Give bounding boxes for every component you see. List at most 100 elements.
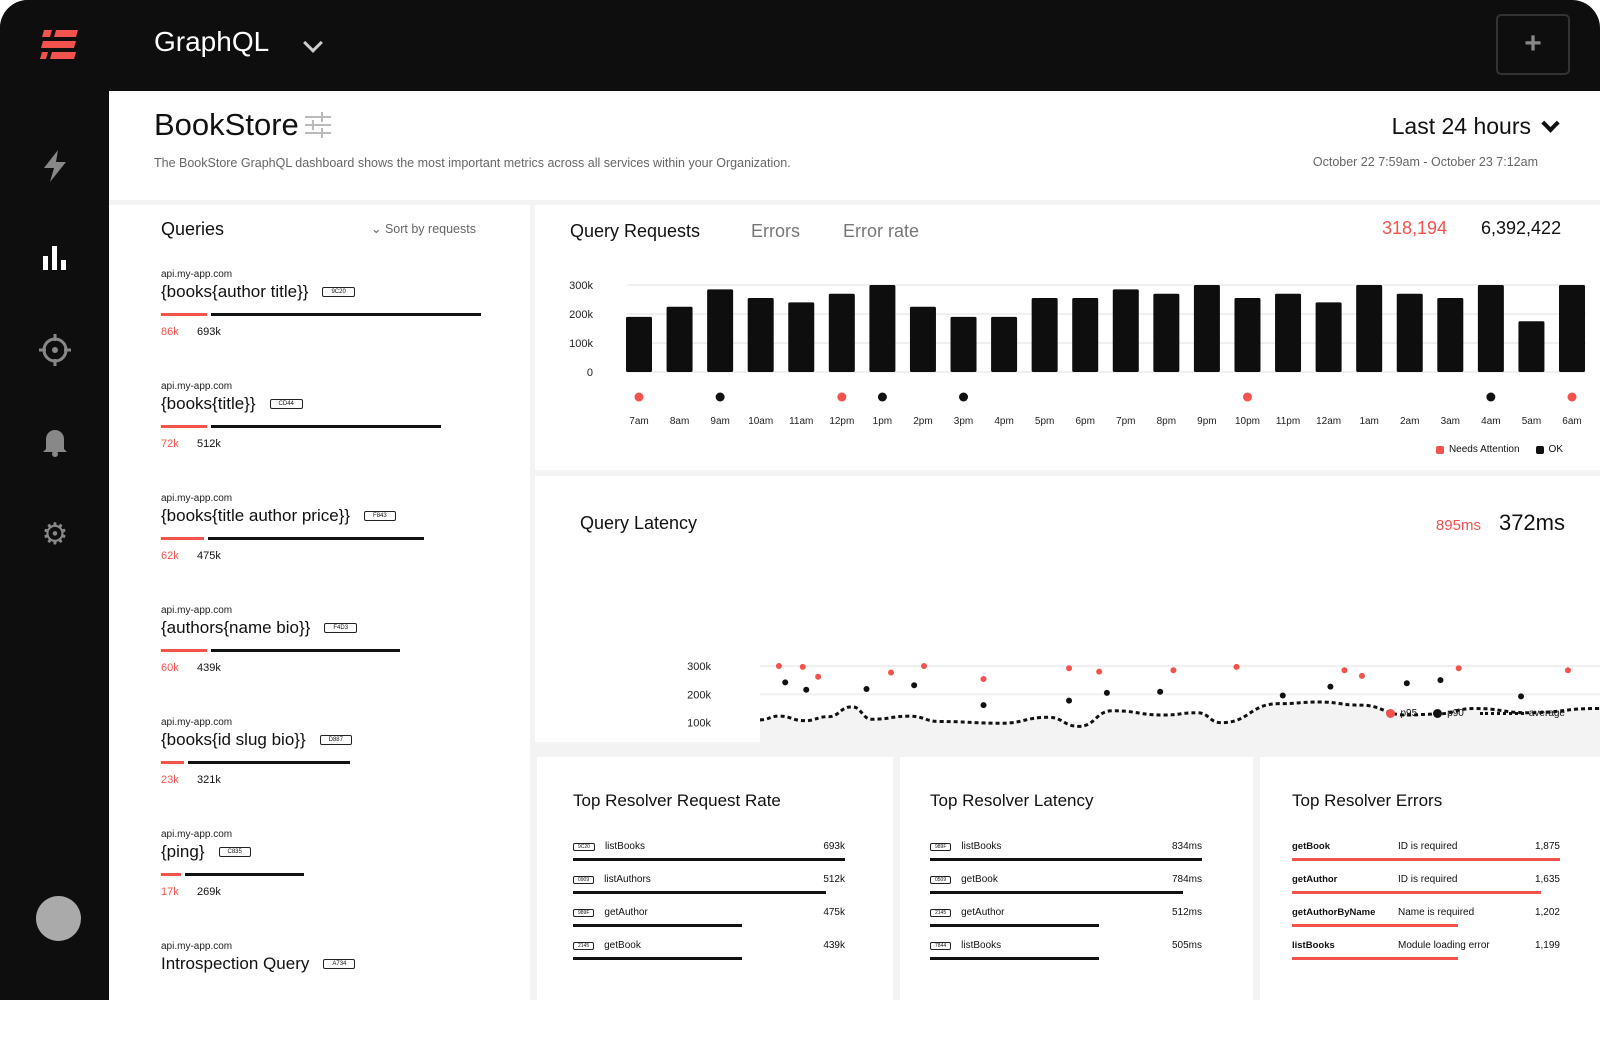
resolver-name: getAuthor	[604, 907, 648, 918]
resolver-bar	[573, 858, 845, 861]
resolver-id-badge: 0509	[930, 875, 952, 884]
error-bar	[161, 313, 207, 316]
bar-3pm[interactable]	[950, 316, 977, 372]
requests-total: 6,392,422	[1481, 218, 1562, 238]
query-item[interactable]: api.my-app.com {books{id slug bio}} D887 23…	[161, 717, 501, 817]
app-switcher-title[interactable]: GraphQL	[154, 26, 270, 57]
query-id-badge: F4D3	[324, 623, 358, 633]
resolver-row-content: 7844 listBooks 505ms	[930, 940, 1202, 951]
bar-2pm[interactable]	[909, 306, 936, 372]
x-tick-label: 6am	[1562, 416, 1581, 427]
query-host: api.my-app.com	[161, 605, 233, 616]
query-item[interactable]: api.my-app.com {books{title}} CD44 72k 512k	[161, 381, 501, 481]
bar-chart-icon[interactable]	[34, 236, 76, 278]
lightning-icon[interactable]	[34, 145, 76, 187]
user-avatar[interactable]	[36, 896, 81, 941]
resolver-row[interactable]: 989F getAuthor 475k	[573, 907, 845, 931]
bar-1am[interactable]	[1356, 285, 1383, 372]
tab-errors[interactable]: Errors	[751, 221, 800, 241]
sort-dropdown[interactable]: ⌄ Sort by requests	[371, 221, 476, 236]
p90-point	[1327, 683, 1334, 690]
x-tick-label: 3am	[1441, 416, 1460, 427]
query-item[interactable]: api.my-app.com {authors{name bio}} F4D3 60k…	[161, 605, 501, 705]
resolver-error-row[interactable]: listBooks Module loading error 1,199	[1292, 940, 1560, 964]
sliders-icon[interactable]	[304, 111, 331, 139]
resolver-row[interactable]: 2145 getBook 439k	[573, 940, 845, 964]
query-heading: {books{id slug bio}} D887	[161, 730, 352, 750]
bar-12pm[interactable]	[828, 293, 855, 372]
p95-point	[815, 673, 822, 680]
resolver-row[interactable]: 7844 listBooks 505ms	[930, 940, 1202, 964]
bell-icon[interactable]	[34, 421, 76, 463]
bar-9am[interactable]	[707, 289, 734, 372]
query-item[interactable]: api.my-app.com {ping} C835 17k 269k	[161, 829, 501, 929]
status-dot-ok	[715, 392, 725, 402]
gear-icon[interactable]: ⚙	[41, 517, 69, 551]
query-host: api.my-app.com	[161, 717, 233, 728]
bar-10am[interactable]	[747, 298, 774, 372]
resolver-row[interactable]: 0509 getBook 784ms	[930, 874, 1202, 898]
x-tick-label: 4am	[1481, 416, 1500, 427]
query-requests: 693k	[197, 326, 221, 338]
query-name: {books{title author price}}	[161, 506, 351, 525]
crosshair-icon[interactable]	[34, 329, 76, 371]
bar-8pm[interactable]	[1153, 293, 1180, 372]
status-dot-ok	[959, 392, 969, 402]
resolver-name: getAuthorByName	[1292, 907, 1376, 918]
latency-stats: 895ms 372ms	[1436, 510, 1565, 536]
bar-7am[interactable]	[626, 316, 652, 372]
query-item[interactable]: api.my-app.com Introspection Query A734	[161, 941, 501, 1041]
query-name: Introspection Query	[161, 954, 310, 973]
error-bar	[1292, 924, 1458, 927]
bar-3am[interactable]	[1437, 298, 1464, 372]
resolver-row[interactable]: 2145 getAuthor 512ms	[930, 907, 1202, 931]
bar-11pm[interactable]	[1275, 293, 1302, 372]
bar-7pm[interactable]	[1112, 289, 1139, 372]
resolver-id-badge: 989F	[573, 908, 595, 917]
bar-5pm[interactable]	[1031, 298, 1058, 372]
error-bar	[1292, 957, 1458, 960]
resolver-error-row[interactable]: getBook ID is required 1,875	[1292, 841, 1560, 865]
query-item[interactable]: api.my-app.com {books{title author price}…	[161, 493, 501, 593]
x-tick-label: 12pm	[829, 416, 854, 427]
bar-4pm[interactable]	[991, 316, 1018, 372]
resolver-row[interactable]: 989F listBooks 834ms	[930, 841, 1202, 865]
bar-10pm[interactable]	[1234, 298, 1261, 372]
bar-11am[interactable]	[788, 302, 815, 372]
legend-line-average	[1479, 712, 1524, 715]
status-dot-ok	[1486, 392, 1496, 402]
p90-point	[980, 702, 987, 709]
x-tick-label: 8am	[670, 416, 689, 427]
tab-query-requests[interactable]: Query Requests	[570, 221, 701, 241]
bar-4am[interactable]	[1477, 285, 1504, 372]
resolver-error-row[interactable]: getAuthor ID is required 1,635	[1292, 874, 1560, 898]
bar-1pm[interactable]	[869, 285, 896, 372]
resolver-error-content: getBook ID is required 1,875	[1292, 841, 1560, 852]
logo-icon[interactable]	[40, 30, 78, 60]
legend-label: p90	[1447, 708, 1464, 719]
time-range-select[interactable]: Last 24 hours	[1391, 113, 1531, 139]
resolver-id-badge: 989F	[930, 842, 952, 851]
errors-total: 318,194	[1382, 218, 1448, 238]
chevron-down-icon[interactable]	[1541, 114, 1560, 133]
resolver-row-content: 989F listBooks 834ms	[930, 841, 1202, 852]
bar-9pm[interactable]	[1193, 285, 1220, 372]
add-button[interactable]: +	[1496, 14, 1570, 75]
error-bar	[161, 761, 184, 764]
query-item[interactable]: api.my-app.com {books{author title}} 9C20 8…	[161, 269, 501, 369]
resolver-row[interactable]: 0909 listAuthors 512k	[573, 874, 845, 898]
resolver-error-row[interactable]: getAuthorByName Name is required 1,202	[1292, 907, 1560, 931]
query-errors: 17k	[161, 886, 179, 898]
bar-6pm[interactable]	[1072, 298, 1099, 372]
resolver-value: 512ms	[1171, 907, 1202, 918]
bar-2am[interactable]	[1396, 293, 1423, 372]
resolver-row[interactable]: 9C20 listBooks 693k	[573, 841, 845, 865]
tab-error-rate[interactable]: Error rate	[843, 221, 920, 241]
bar-5am[interactable]	[1518, 321, 1545, 372]
bar-12am[interactable]	[1315, 302, 1342, 372]
request-bar	[211, 649, 400, 652]
bar-6am[interactable]	[1559, 285, 1585, 372]
y-tick-label: 100k	[687, 718, 711, 730]
query-name: {books{id slug bio}}	[161, 730, 306, 749]
bar-8am[interactable]	[666, 306, 693, 372]
